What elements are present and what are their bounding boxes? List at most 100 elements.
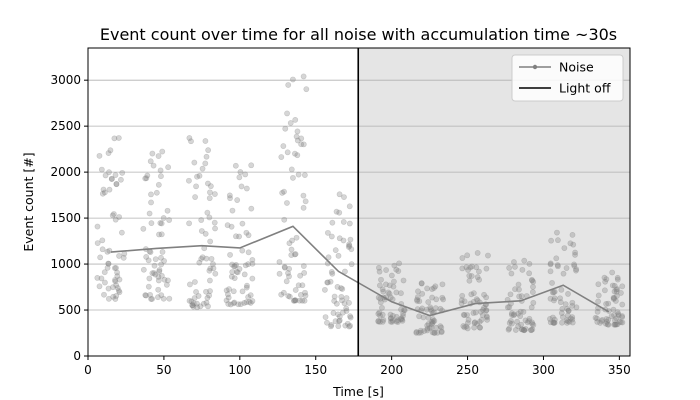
scatter-point [529,321,536,327]
scatter-point [614,309,621,316]
scatter-point [231,275,238,282]
scatter-point [288,166,295,173]
scatter-point [94,240,101,246]
scatter-point [229,269,236,275]
scatter-point [155,286,162,293]
scatter-point [484,316,491,323]
scatter-point [299,297,306,304]
scatter-point [155,181,162,188]
scatter-point [614,274,621,281]
scatter-point [377,319,383,325]
scatter-point [147,249,154,256]
scatter-point [147,158,154,165]
scatter-point [425,321,432,327]
scatter-point [301,297,308,304]
scatter-point [605,321,612,328]
scatter-point [390,312,396,319]
scatter-point [334,283,341,290]
scatter-point [347,313,353,320]
scatter-point [207,238,214,245]
scatter-point [419,305,426,312]
scatter-point [551,319,558,326]
scatter-point [393,313,400,320]
scatter-point [331,293,338,300]
scatter-point [465,267,471,273]
scatter-point [526,315,533,322]
scatter-point [111,265,118,271]
scatter-point [460,323,467,329]
scatter-point [233,262,239,268]
scatter-point [348,246,355,253]
scatter-point [431,330,438,336]
scatter-point [286,240,293,247]
scatter-point [297,291,304,298]
scatter-point [143,254,150,260]
scatter-point [463,264,470,271]
scatter-point [468,273,475,279]
scatter-point [233,233,239,240]
y-tick-label: 0 [73,349,81,363]
scatter-point [474,250,481,256]
scatter-point [140,225,147,232]
scatter-point [528,304,535,311]
scatter-point [338,285,345,292]
scatter-point [101,269,108,276]
scatter-point [148,199,154,206]
scatter-point [324,319,330,326]
scatter-point [567,315,574,322]
scatter-point [290,297,297,304]
scatter-point [203,299,210,306]
scatter-point [102,172,109,179]
scatter-point [547,319,554,326]
scatter-point [424,285,431,292]
scatter-point [333,208,340,215]
scatter-point [114,269,120,276]
scatter-point [292,287,299,293]
scatter-point [329,270,336,277]
scatter-point [506,320,513,326]
scatter-point [427,304,434,311]
scatter-point [229,261,235,268]
scatter-point [157,220,164,226]
scatter-point [231,263,238,270]
scatter-point [227,195,233,202]
scatter-point [519,326,526,333]
scatter-point [348,261,355,268]
scatter-point [428,319,435,325]
scatter-point [603,316,610,322]
scatter-point [520,326,527,333]
scatter-point [329,219,336,226]
scatter-point [470,290,477,297]
scatter-point [245,294,252,300]
scatter-point [427,306,434,313]
scatter-point [101,291,107,298]
scatter-point [144,172,151,179]
scatter-point [471,320,478,326]
scatter-point [468,291,475,298]
scatter-point [463,323,470,330]
scatter-point [203,153,210,160]
scatter-point [459,292,466,299]
plot-frame [87,47,631,357]
scatter-point [510,312,517,319]
scatter-point [569,314,576,321]
scatter-point [346,220,353,227]
scatter-point [418,280,425,287]
scatter-point [553,255,560,262]
scatter-point [615,312,622,319]
scatter-point [561,245,568,251]
scatter-point [210,261,216,267]
scatter-point [380,288,387,295]
scatter-point [294,128,301,135]
scatter-point [613,286,620,293]
scatter-point [505,326,512,333]
scatter-point [302,198,309,205]
scatter-point [601,274,608,281]
scatter-point [239,247,246,254]
scatter-point [413,329,420,335]
scatter-point [195,293,202,299]
scatter-point [285,82,292,88]
scatter-point [526,270,533,277]
scatter-point [389,318,396,325]
scatter-point [106,186,113,193]
